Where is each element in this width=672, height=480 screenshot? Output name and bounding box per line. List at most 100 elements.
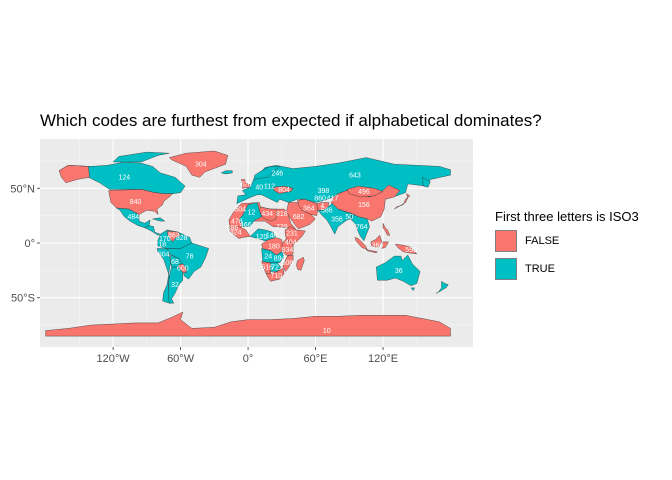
code-label-india: 356	[331, 216, 343, 223]
code-label-guyana: 328	[176, 235, 188, 242]
east-africa-shape	[281, 238, 294, 257]
code-label-russia: 643	[349, 173, 361, 180]
code-label-thailand: 764	[356, 224, 368, 231]
uk-shape	[241, 179, 251, 189]
code-label-united-states: 840	[130, 199, 142, 206]
code-label-germany: 40	[255, 185, 263, 192]
code-label-south-africa: 710	[270, 273, 282, 280]
code-label-antarctica: 10	[323, 328, 331, 335]
code-label-sudan: 729	[276, 224, 288, 231]
legend-label-true: TRUE	[525, 263, 555, 275]
alaska-shape	[58, 165, 90, 183]
x-tick-label: 60°W	[167, 353, 195, 365]
code-label-algeria: 12	[248, 210, 256, 217]
code-label-senegal: 686	[226, 225, 238, 232]
code-label-mozambique: 508	[282, 260, 294, 267]
code-label-indonesia: 360	[372, 243, 384, 250]
legend: First three letters is ISO3 FALSE TRUE	[495, 209, 639, 280]
land-masses	[45, 150, 451, 337]
mongolia-shape	[346, 185, 384, 198]
arctic-islands-shape	[112, 151, 170, 163]
y-tick-label: 50°N	[10, 183, 35, 195]
code-label-canada: 124	[119, 175, 131, 182]
code-label-kazakhstan: 398	[318, 188, 330, 195]
paraguay-shape	[178, 263, 187, 273]
code-label-morocco: 504	[234, 206, 246, 213]
code-label-mali: 466	[240, 222, 252, 229]
code-label-paraguay: 600	[177, 266, 189, 273]
new-guinea-shape	[395, 243, 417, 255]
axis-ticks: 120°W 60°W 0° 60°E 120°E 50°N 0° 50°S	[10, 183, 398, 365]
code-label-kenya: 404	[285, 239, 297, 246]
code-label-mexico: 484	[128, 214, 140, 221]
algeria-mali-shape	[238, 202, 262, 227]
x-tick-label: 120°E	[368, 353, 398, 365]
code-label-cameroon: 120	[256, 234, 268, 241]
java-shape	[366, 249, 378, 254]
argentina-shape	[168, 266, 183, 304]
code-label-united-kingdom: 826	[240, 181, 252, 188]
code-label-greenland: 304	[195, 162, 207, 169]
south-africa-shape	[265, 268, 285, 282]
west-africa-shape	[228, 226, 251, 239]
borneo-shape	[370, 235, 383, 248]
new-zealand-shape	[435, 281, 449, 294]
code-label-guinea: 324	[230, 229, 242, 236]
chart-title: Which codes are furthest from expected i…	[40, 111, 542, 130]
code-label-libya: 434	[261, 211, 273, 218]
code-label-namibia: 516	[261, 264, 273, 271]
code-label-australia: 36	[395, 268, 403, 275]
code-label-angola: 24	[264, 254, 272, 261]
mozambique-shape	[282, 254, 294, 272]
code-label-iran: 364	[303, 205, 315, 212]
code-label-saudi-arabia: 682	[293, 214, 305, 221]
sumatra-shape	[354, 237, 368, 250]
legend-label-false: FALSE	[525, 235, 560, 247]
y-tick-label: 0°	[24, 238, 35, 250]
horn-africa-shape	[285, 226, 306, 246]
code-label-mauritania: 478	[231, 219, 243, 226]
canada-shape	[58, 161, 186, 194]
code-label-ecuador: 218	[154, 241, 166, 248]
iceland-shape	[220, 170, 233, 175]
legend-item-true: TRUE	[495, 258, 639, 280]
code-label-pakistan: 586	[321, 208, 333, 215]
code-label-colombia: 170	[159, 236, 171, 243]
code-label-kyrgyzstan: 417	[327, 196, 339, 203]
madagascar-shape	[296, 257, 305, 271]
japan-shape	[394, 193, 411, 210]
code-label-botswana: 72	[271, 264, 279, 271]
code-label-brazil: 76	[186, 254, 194, 261]
country-code-labels: 1243048404848621702186046876600328326432…	[119, 162, 418, 335]
code-label-uzbekistan: 860	[314, 196, 326, 203]
philippines-shape	[382, 223, 390, 236]
code-label-china: 156	[358, 202, 370, 209]
code-label-peru: 604	[158, 251, 170, 258]
greenland-shape	[169, 150, 228, 178]
x-tick-label: 120°W	[97, 353, 131, 365]
y-tick-label: 50°S	[11, 293, 35, 305]
australia-shape	[376, 254, 421, 286]
code-label-afghanistan: 4	[320, 203, 324, 210]
code-label-zambia: 894	[274, 256, 286, 263]
sulawesi-shape	[381, 241, 389, 249]
iran-shape	[297, 199, 318, 216]
x-tick-label: 60°E	[304, 353, 328, 365]
ukraine-shape	[273, 185, 294, 194]
legend-key-true	[495, 258, 517, 280]
cuba-shape	[152, 217, 165, 222]
code-label-central-african-republic: 140	[266, 233, 278, 240]
code-label-venezuela: 862	[168, 233, 180, 240]
code-label-argentina: 32	[171, 282, 179, 289]
x-tick-label: 0°	[243, 353, 254, 365]
west-andes-shape	[156, 248, 171, 304]
legend-item-false: FALSE	[495, 230, 639, 252]
code-label-finland: 246	[271, 170, 283, 177]
code-label-mongolia: 496	[358, 189, 370, 196]
code-label-papua-new-guinea: 598	[405, 247, 417, 254]
code-label-egypt: 818	[276, 211, 288, 218]
legend-key-false	[495, 230, 517, 252]
code-label-dr-congo: 180	[268, 244, 280, 251]
code-label-ethiopia: 231	[286, 231, 298, 238]
